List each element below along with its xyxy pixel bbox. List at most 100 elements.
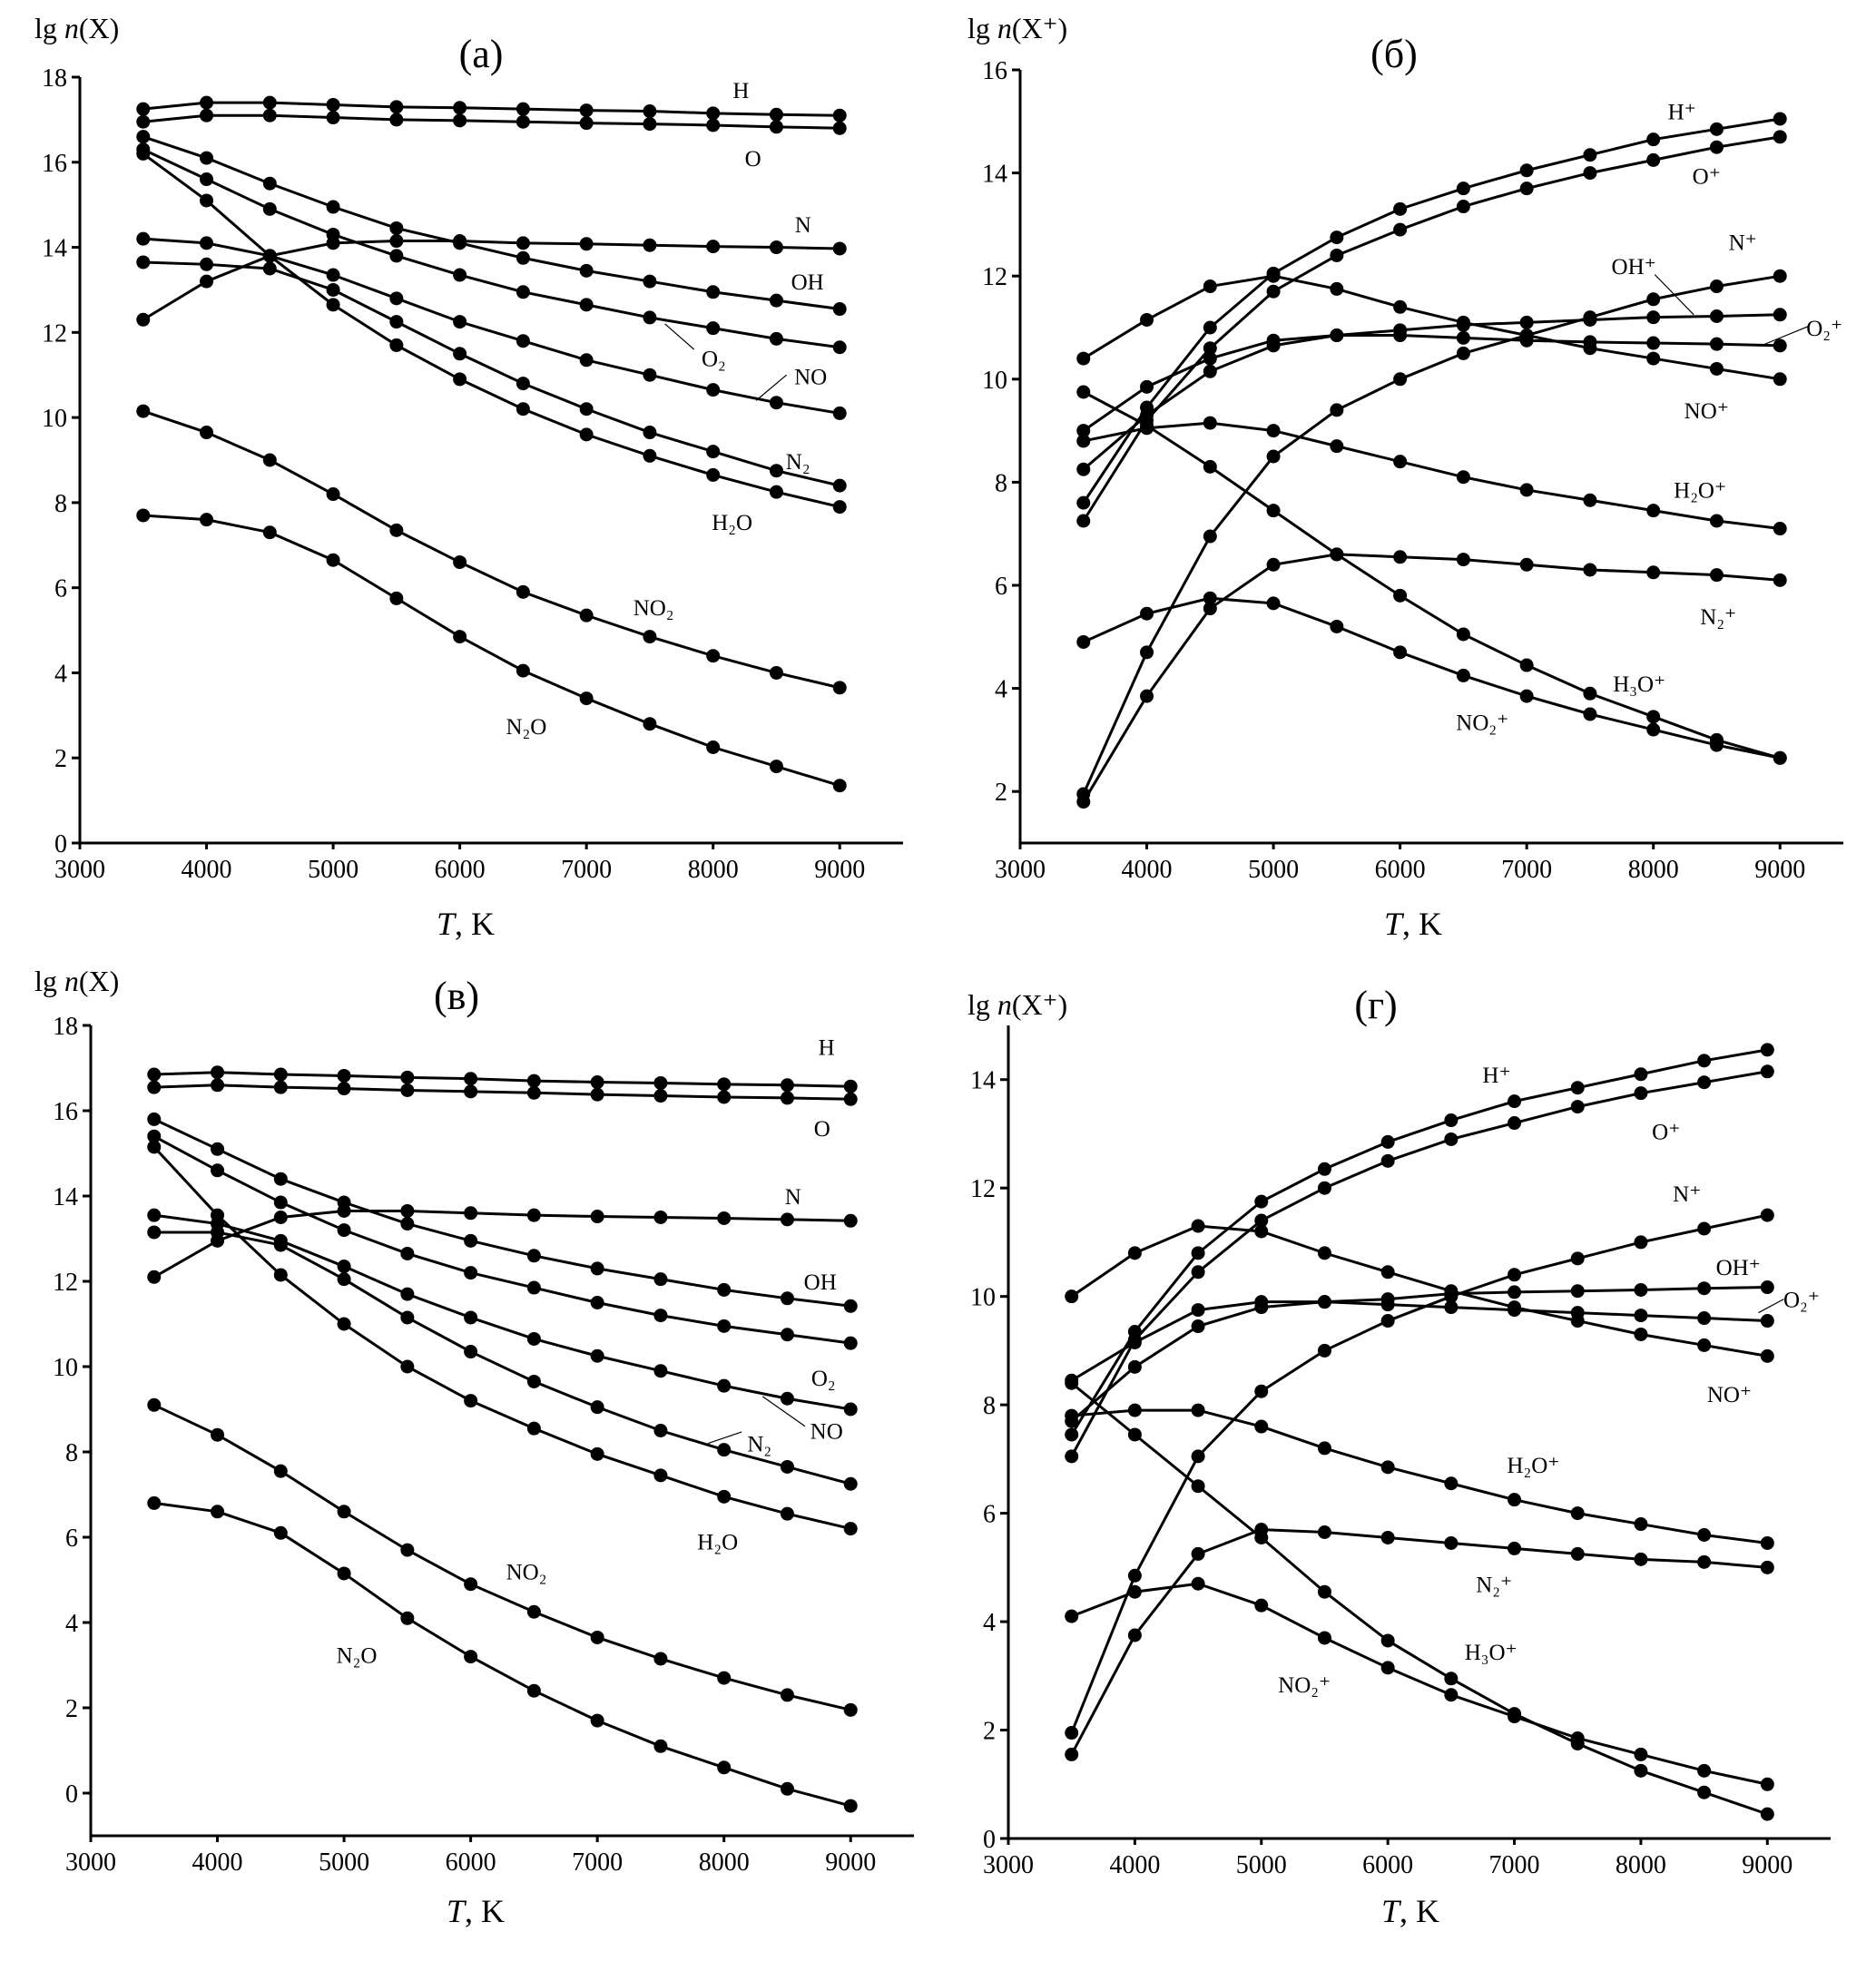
data-point	[136, 146, 151, 161]
data-point	[780, 1391, 794, 1406]
data-point	[389, 315, 404, 329]
data-point	[1519, 181, 1534, 196]
series-label: NO₂	[506, 1561, 547, 1585]
data-point	[780, 1781, 794, 1796]
data-point	[1266, 269, 1281, 283]
data-point	[1393, 328, 1408, 343]
series-line	[1082, 313, 1781, 471]
data-point	[389, 221, 404, 235]
y-axis-label: lg n(X⁺)	[967, 12, 1067, 44]
data-point	[832, 406, 847, 420]
y-label-argument: (X⁺)	[1012, 12, 1067, 44]
series-label: O₂⁺	[1806, 317, 1842, 341]
series-line	[1071, 1582, 1768, 1786]
series-line	[1082, 274, 1781, 381]
data-point	[1773, 130, 1787, 144]
x-tick-label: 9000	[1742, 1851, 1793, 1879]
data-point	[643, 630, 657, 644]
data-point	[516, 402, 530, 417]
data-point	[1634, 1309, 1648, 1323]
series-line	[153, 1231, 851, 1485]
data-point	[1508, 1268, 1522, 1282]
data-point	[843, 1336, 858, 1350]
data-point	[136, 404, 151, 418]
data-point	[147, 1225, 162, 1240]
data-point	[211, 1142, 225, 1156]
data-point	[1519, 163, 1534, 178]
series-3: OH⁺	[1076, 255, 1787, 476]
data-point	[1583, 493, 1597, 507]
data-point	[843, 1522, 858, 1536]
data-point	[1076, 462, 1091, 476]
x-label-variable: T	[437, 906, 457, 942]
series-label: H₂O	[697, 1531, 738, 1555]
series-line	[153, 1213, 851, 1411]
x-tick-label: 4000	[1122, 856, 1173, 884]
data-point	[832, 779, 847, 793]
data-point	[262, 525, 277, 540]
data-point	[706, 740, 721, 754]
data-point	[273, 1172, 288, 1186]
data-point	[1508, 1285, 1522, 1299]
series-3: OH	[136, 130, 847, 317]
series-9: NO₂⁺	[1065, 1576, 1774, 1791]
series-7: H₂O	[136, 146, 847, 535]
data-point	[400, 1543, 415, 1557]
data-point	[526, 1085, 541, 1100]
data-point	[400, 1070, 415, 1084]
panel-b: 3000 4000 5000 6000 7000 8000 9000 2 4 6 8 10 12 14 16…	[967, 12, 1843, 942]
data-point	[1697, 1054, 1712, 1068]
label-leader-line	[755, 374, 788, 401]
data-point	[326, 227, 340, 241]
data-point	[780, 1291, 794, 1306]
panel-g: 3000 4000 5000 6000 7000 8000 9000 0 2 4 6 8 10 12 14 (…	[967, 983, 1831, 1929]
data-point	[1760, 1777, 1774, 1791]
data-point	[717, 1378, 732, 1393]
data-point	[1583, 707, 1597, 721]
y-tick-label: 18	[42, 64, 67, 93]
data-point	[526, 1421, 541, 1436]
data-point	[1570, 1081, 1585, 1095]
data-point	[136, 508, 151, 523]
data-point	[200, 108, 214, 123]
data-point	[717, 1090, 732, 1104]
data-point	[200, 236, 214, 250]
data-point	[1709, 361, 1724, 376]
data-point	[1456, 181, 1470, 196]
data-point	[400, 1287, 415, 1301]
data-point	[1065, 1449, 1079, 1464]
data-point	[211, 1163, 225, 1178]
data-point	[832, 108, 847, 123]
series-4: O₂⁺	[1065, 1289, 1820, 1387]
series-9: N₂O	[147, 1495, 858, 1813]
y-tick-label: 0	[54, 830, 67, 858]
y-tick-label: 12	[53, 1269, 78, 1297]
data-point	[147, 1208, 162, 1222]
data-point	[643, 274, 657, 289]
data-point	[1203, 364, 1217, 378]
series-line	[1082, 117, 1781, 504]
data-point	[526, 1208, 541, 1222]
data-point	[1065, 1609, 1079, 1623]
data-point	[1380, 1460, 1395, 1475]
label-leader-line	[708, 1431, 742, 1445]
data-point	[453, 347, 467, 361]
data-point	[1127, 1359, 1142, 1374]
data-point	[1709, 337, 1724, 351]
data-point	[337, 1505, 351, 1519]
data-point	[1330, 328, 1344, 343]
series-label: OH	[791, 270, 824, 295]
series-label: N	[785, 1185, 801, 1210]
y-tick-label: 8	[995, 469, 1007, 497]
series-label: O⁺	[1693, 164, 1721, 189]
y-label-prefix: lg	[34, 12, 64, 44]
data-point	[326, 200, 340, 214]
series-line	[1070, 1070, 1768, 1457]
data-point	[769, 293, 783, 308]
y-tick-label: 0	[983, 1826, 996, 1854]
data-point	[1393, 455, 1408, 469]
data-point	[653, 1089, 668, 1103]
data-point	[1317, 1246, 1331, 1260]
series-0: H	[136, 79, 847, 123]
series-4: O₂	[147, 1129, 858, 1391]
